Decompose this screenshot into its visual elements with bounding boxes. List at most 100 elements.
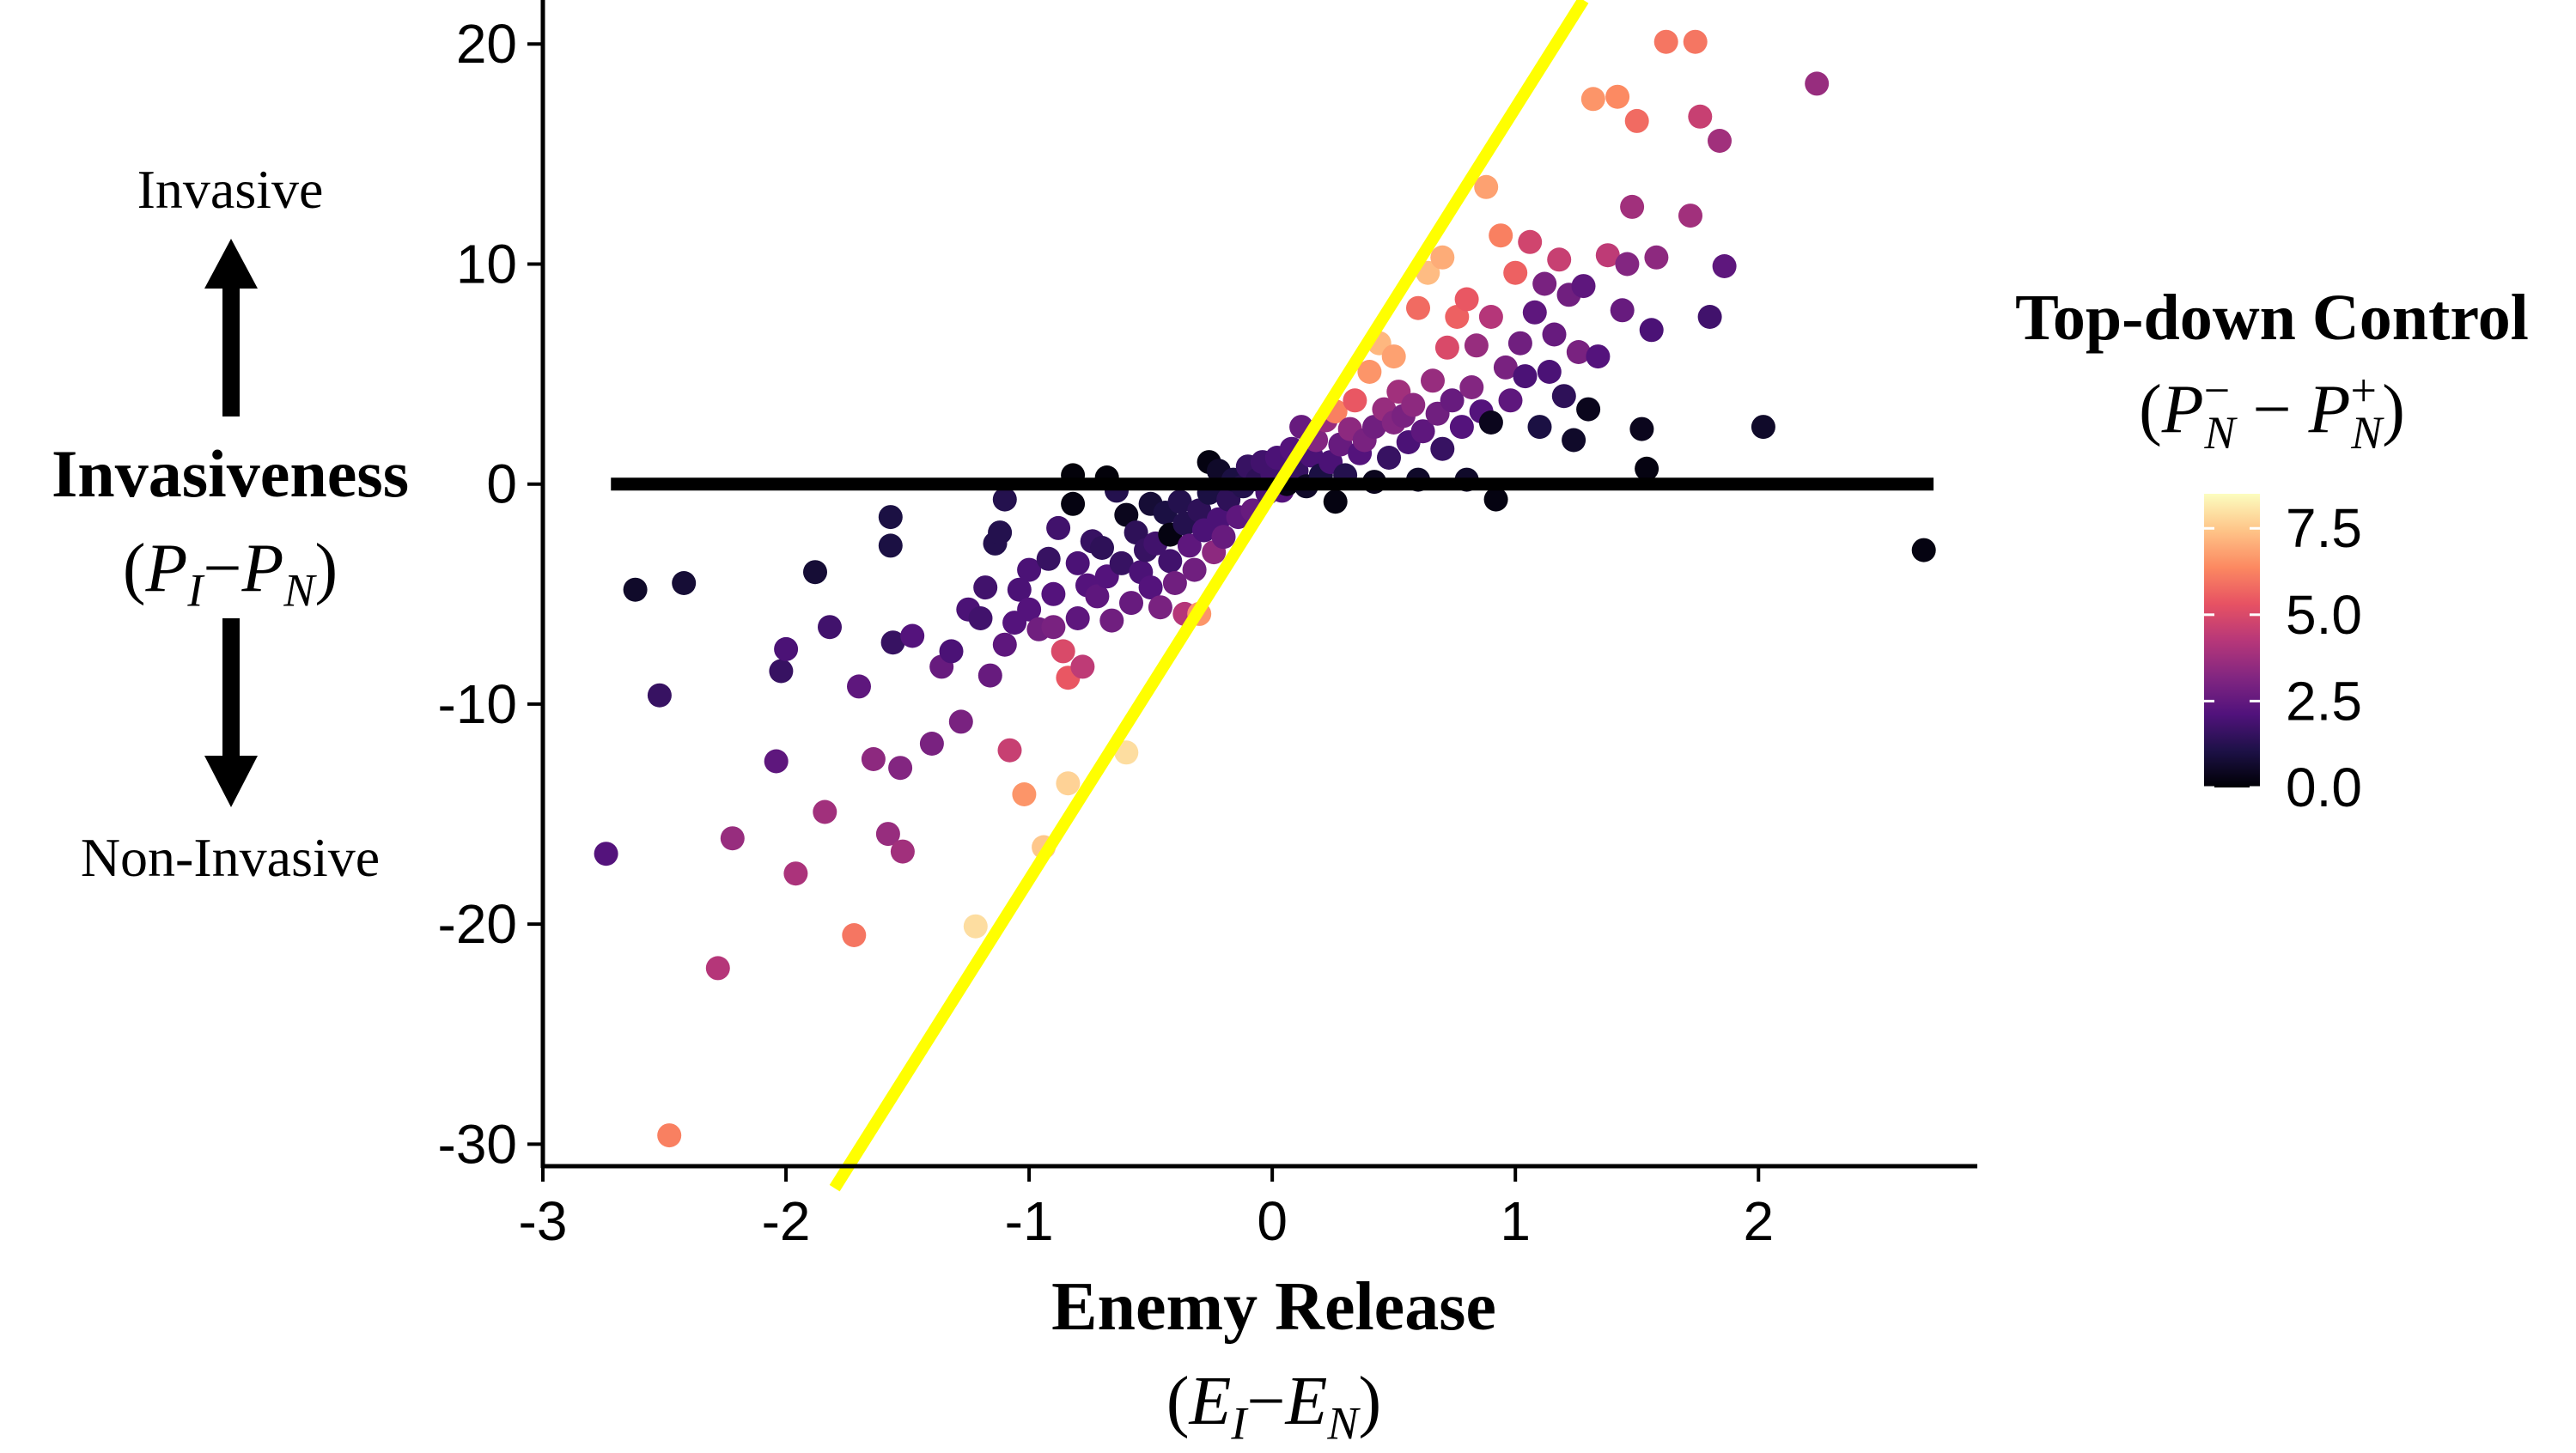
data-point xyxy=(861,747,886,771)
data-point xyxy=(1421,368,1445,393)
up-arrow-head xyxy=(204,239,258,289)
data-point xyxy=(1061,491,1086,516)
data-point xyxy=(1527,415,1552,440)
data-point xyxy=(1177,533,1202,558)
data-point xyxy=(1629,416,1654,441)
data-point xyxy=(939,639,964,664)
data-point xyxy=(977,663,1002,688)
down-arrow-shaft xyxy=(222,618,240,764)
data-point xyxy=(1532,271,1557,296)
data-point xyxy=(623,577,648,602)
x-axis-title: Enemy Release xyxy=(1051,1269,1496,1345)
data-point xyxy=(1440,388,1465,413)
data-point xyxy=(1805,71,1830,96)
data-point xyxy=(1357,360,1382,384)
colorbar-tick-label: 7.5 xyxy=(2286,497,2362,559)
data-point xyxy=(1615,252,1640,277)
data-point xyxy=(1683,29,1708,54)
data-point xyxy=(657,1123,682,1148)
y-tick-label: 20 xyxy=(456,13,517,75)
axis-labels: Enemy Release (EI−EN) Invasiveness (PI−PN) I… xyxy=(52,159,1496,1450)
data-point xyxy=(594,842,618,866)
data-point xyxy=(875,822,900,847)
data-point xyxy=(1187,498,1212,523)
data-point xyxy=(1562,428,1586,453)
data-point xyxy=(1410,419,1435,444)
data-point xyxy=(769,659,794,684)
data-point xyxy=(1211,525,1236,550)
data-point xyxy=(1041,581,1066,606)
data-point xyxy=(1085,584,1110,609)
data-point xyxy=(1653,29,1678,54)
colorbar-tick-label: 0.0 xyxy=(2286,757,2362,818)
invasive-annotation: Invasive xyxy=(137,159,324,220)
data-point xyxy=(1430,436,1455,461)
data-point xyxy=(1498,388,1523,413)
data-point xyxy=(1323,489,1348,514)
data-point xyxy=(774,636,799,661)
x-tick-label: -1 xyxy=(1005,1190,1054,1252)
data-point xyxy=(783,861,808,886)
data-point xyxy=(1551,384,1576,409)
data-point xyxy=(1158,549,1183,574)
data-point xyxy=(1547,247,1572,272)
data-point xyxy=(1478,410,1503,435)
data-point xyxy=(1644,245,1669,270)
data-point xyxy=(647,683,672,708)
data-point xyxy=(1434,335,1459,360)
down-arrow-head xyxy=(204,756,258,807)
fit-line xyxy=(829,0,1589,1192)
data-point xyxy=(1518,229,1543,254)
x-tick-label: 1 xyxy=(1500,1190,1531,1252)
data-point xyxy=(997,738,1022,763)
points-layer xyxy=(594,29,1936,1148)
y-axis-title: Invasiveness xyxy=(52,436,409,511)
data-point xyxy=(1576,397,1601,422)
data-point xyxy=(1639,318,1664,343)
data-point xyxy=(963,914,988,939)
data-point xyxy=(1041,615,1066,640)
data-point xyxy=(1513,364,1538,389)
data-point xyxy=(1046,515,1071,540)
data-point xyxy=(1138,575,1163,600)
data-point xyxy=(992,487,1017,512)
y-tick-label: 10 xyxy=(456,233,517,295)
data-point xyxy=(968,606,993,630)
data-point xyxy=(1624,108,1649,133)
data-point xyxy=(890,839,915,864)
data-point xyxy=(1678,204,1702,228)
data-point xyxy=(1712,254,1737,278)
data-point xyxy=(1459,375,1484,399)
data-point xyxy=(1697,305,1722,329)
data-point xyxy=(1012,782,1037,806)
y-tick-label: -10 xyxy=(438,673,518,735)
data-point xyxy=(900,623,925,648)
data-point xyxy=(1114,502,1139,527)
y-tick-label: 0 xyxy=(486,453,517,515)
non-invasive-annotation: Non-Invasive xyxy=(81,827,380,888)
data-point xyxy=(992,632,1017,657)
data-point xyxy=(1007,577,1032,602)
colorbar-title: Top-down Control xyxy=(2015,282,2529,354)
data-point xyxy=(818,615,842,640)
data-point xyxy=(888,756,913,781)
data-point xyxy=(764,749,789,774)
data-point xyxy=(1595,243,1620,268)
data-point xyxy=(1430,245,1455,270)
data-point xyxy=(1381,344,1406,369)
colorbar-tick-label: 2.5 xyxy=(2286,670,2362,732)
data-point xyxy=(1036,546,1061,571)
data-point xyxy=(1406,295,1430,320)
data-point xyxy=(1503,260,1528,285)
data-point xyxy=(1911,538,1936,562)
data-point xyxy=(1099,608,1124,633)
data-point xyxy=(1167,489,1192,514)
colorbar-tick-label: 5.0 xyxy=(2286,584,2362,646)
colorbar-gradient xyxy=(2204,494,2260,787)
data-point xyxy=(1566,340,1591,364)
data-point xyxy=(1401,392,1426,417)
data-point xyxy=(1090,536,1114,560)
